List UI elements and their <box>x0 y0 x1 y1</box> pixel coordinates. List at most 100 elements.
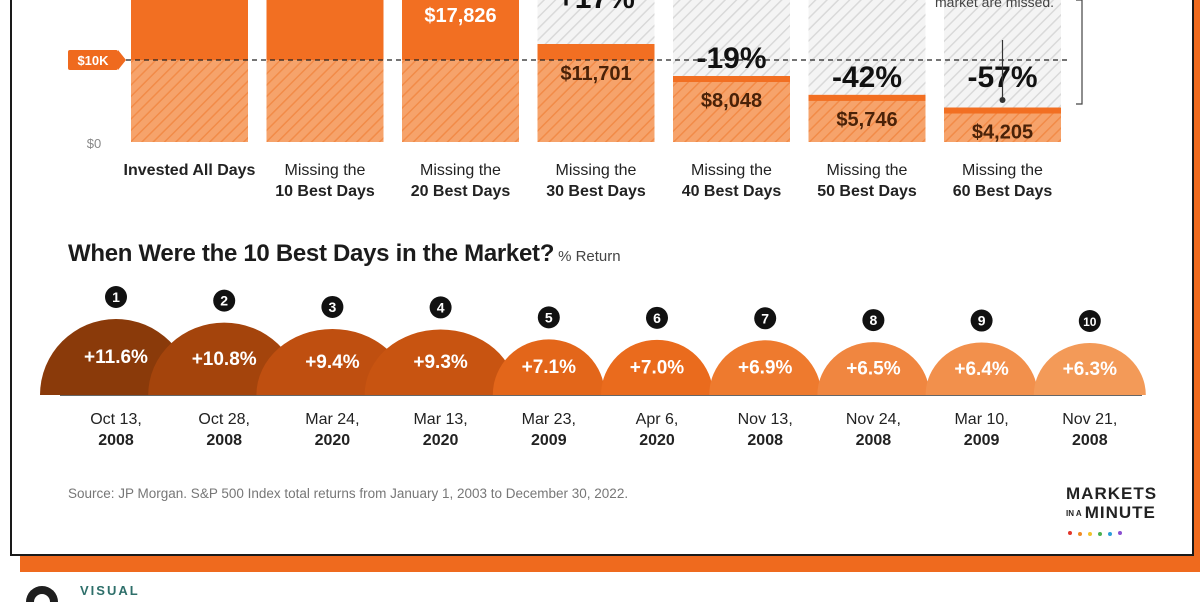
category-label: Missing the <box>827 162 908 179</box>
category-label: 50 Best Days <box>817 183 917 200</box>
date-label: Oct 28, <box>198 411 250 428</box>
bar-ghost <box>673 0 790 77</box>
category-label: Missing the <box>285 162 366 179</box>
best-day-dome <box>817 342 930 395</box>
rank-badge <box>429 296 452 319</box>
best-days-chart: +11.6% 1 Oct 13, 2008 +10.8% 2 Oct 28, 2008 +9.4… <box>40 286 1146 449</box>
section-title: When Were the 10 Best Days in the Market… <box>68 240 621 268</box>
rank-label: 10 <box>1083 315 1097 329</box>
date-label: Mar 24, <box>305 411 359 428</box>
markets-in-a-minute-logo: MARKETS IN A MINUTE <box>1066 484 1184 540</box>
best-day-value-label: +7.0% <box>630 357 685 378</box>
date-year-label: 2020 <box>639 432 675 449</box>
best-day-value-label: +7.1% <box>522 357 577 378</box>
rank-label: 2 <box>220 293 228 309</box>
bar-value-label: $11,701 <box>560 63 631 85</box>
best-day-value-label: +6.4% <box>954 359 1009 380</box>
section-subtitle: % Return <box>558 248 621 265</box>
bracket <box>1076 0 1083 105</box>
bar <box>402 0 519 61</box>
footer-brand: VISUAL <box>80 583 140 598</box>
date-year-label: 2008 <box>206 432 242 449</box>
rank-label: 7 <box>761 310 769 326</box>
best-day-dome <box>925 342 1038 395</box>
date-label: Mar 13, <box>413 411 467 428</box>
rank-label: 4 <box>437 299 445 315</box>
date-year-label: 2020 <box>315 432 351 449</box>
bar-value-label: $17,826 <box>424 5 496 27</box>
footer-bar <box>0 578 1200 600</box>
bar <box>808 94 926 142</box>
rank-label: 8 <box>870 312 878 328</box>
category-label: Missing the <box>691 162 772 179</box>
best-day-value-label: +10.8% <box>192 349 257 370</box>
best-day-value-label: +9.3% <box>413 352 468 373</box>
date-year-label: 2008 <box>856 432 892 449</box>
date-label: Nov 13, <box>738 411 793 428</box>
date-label: Mar 10, <box>954 411 1008 428</box>
bar <box>537 44 655 60</box>
bar-cap <box>673 76 790 83</box>
category-label: Missing the <box>556 162 637 179</box>
bar <box>673 76 790 142</box>
bar-base <box>266 60 384 142</box>
bar <box>266 0 384 60</box>
bar-cap <box>944 107 1061 114</box>
best-day-value-label: +11.6% <box>84 347 148 368</box>
marker-dot <box>999 97 1006 103</box>
y-tick-label: $0 <box>87 136 101 151</box>
best-day-dome <box>1033 343 1146 395</box>
visual-capitalist-icon <box>26 586 58 602</box>
rank-badge <box>862 309 885 332</box>
y-tick-badge-arrow <box>118 50 126 70</box>
date-label: Nov 24, <box>846 411 901 428</box>
source-note: Source: JP Morgan. S&P 500 Index total r… <box>68 486 629 501</box>
bar-value-label: $8,048 <box>701 90 762 112</box>
date-label: Mar 23, <box>522 411 576 428</box>
rank-badge <box>213 289 236 312</box>
y-tick-label: $10K <box>77 53 109 68</box>
logo-small-text: IN A <box>1066 509 1082 519</box>
top-bar-chart: $0 $10K Invested All Days Missing the 10 Bes… <box>68 0 1083 200</box>
date-year-label: 2008 <box>98 432 134 449</box>
category-label: 20 Best Days <box>411 183 511 200</box>
rank-badge <box>754 307 777 330</box>
bar <box>131 0 248 60</box>
category-label: Invested All Days <box>124 162 256 179</box>
rank-badge <box>321 295 344 318</box>
rank-label: 6 <box>653 310 661 326</box>
date-label: Oct 13, <box>90 411 142 428</box>
rank-label: 5 <box>545 309 553 325</box>
best-day-value-label: +6.5% <box>846 359 901 380</box>
change-label: -19% <box>696 42 766 75</box>
category-label: Missing the <box>962 162 1043 179</box>
rank-badge <box>970 309 993 332</box>
best-day-dome <box>709 340 822 395</box>
rank-label: 1 <box>112 289 120 305</box>
category-label: 40 Best Days <box>682 183 782 200</box>
rank-badge <box>646 306 668 329</box>
best-day-value-label: +9.4% <box>305 352 360 373</box>
logo-dots <box>1068 531 1122 536</box>
section-title-text: When Were the 10 Best Days in the Market… <box>68 240 555 267</box>
category-label: 60 Best Days <box>953 183 1053 200</box>
logo-line-2: MINUTE <box>1084 503 1156 522</box>
date-label: Nov 21, <box>1062 411 1117 428</box>
best-day-dome <box>601 339 713 395</box>
best-day-dome <box>364 329 517 395</box>
bar-value-label: $5,746 <box>836 109 897 131</box>
bar-value-label: $4,205 <box>972 122 1033 144</box>
rank-badge <box>537 306 560 329</box>
date-year-label: 2008 <box>747 432 783 449</box>
rank-badge <box>1078 310 1101 332</box>
rank-label: 3 <box>329 299 337 315</box>
chart-note: market are missed. <box>935 0 1055 10</box>
bar-ghost <box>808 0 926 95</box>
best-day-value-label: +6.3% <box>1063 359 1118 380</box>
bar-cap <box>808 94 926 101</box>
bar-ghost <box>537 0 655 44</box>
y-tick-badge <box>68 50 118 70</box>
date-label: Apr 6, <box>636 411 679 428</box>
date-year-label: 2009 <box>964 432 1000 449</box>
